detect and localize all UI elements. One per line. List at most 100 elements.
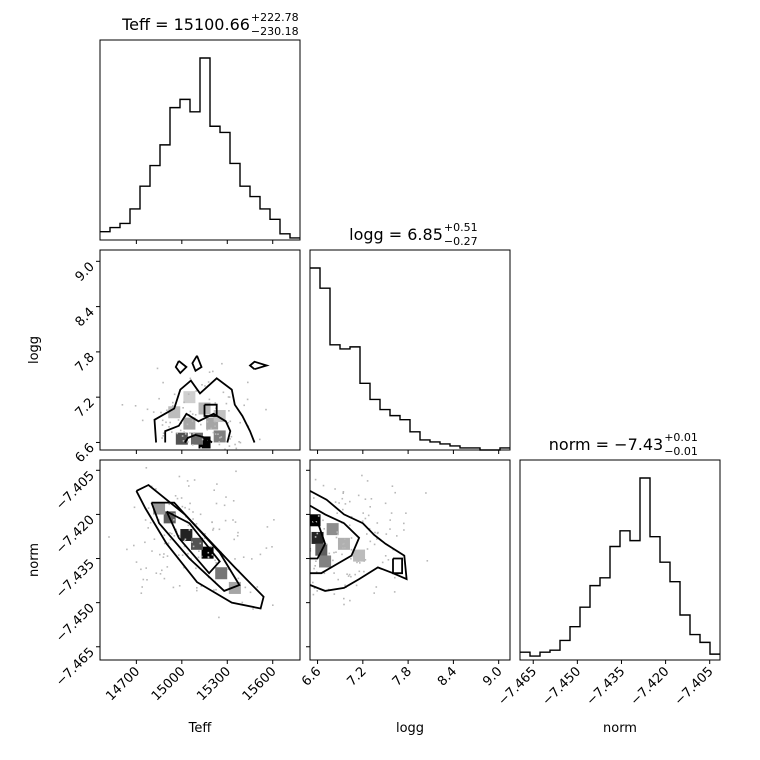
scatter-point	[162, 381, 164, 384]
scatter-point	[335, 551, 337, 553]
scatter-point	[325, 543, 327, 545]
scatter-point	[259, 553, 262, 556]
scatter-point	[336, 512, 338, 514]
panel-frame-2-1	[309, 459, 511, 661]
x-tick-label-Teff: 15600	[240, 664, 280, 704]
scatter-point	[133, 544, 135, 547]
scatter-point	[199, 542, 202, 545]
scatter-point	[207, 551, 210, 554]
histogram-norm	[520, 477, 720, 657]
scatter-point	[369, 540, 372, 543]
scatter-point	[355, 584, 358, 587]
scatter-point	[316, 532, 319, 535]
scatter-point	[394, 576, 396, 579]
title-logg: logg = 6.85	[349, 225, 443, 244]
scatter-point	[364, 498, 367, 500]
scatter-point	[178, 585, 181, 587]
scatter-point	[191, 413, 194, 415]
scatter-point	[251, 558, 253, 560]
contour-logg-norm-0	[310, 490, 408, 592]
x-tick-label-norm: −7.465	[495, 664, 540, 709]
scatter-point	[212, 527, 215, 530]
density-logg-norm	[310, 514, 366, 568]
scatter-point	[273, 519, 275, 521]
contour-Teff-logg-2	[184, 433, 213, 444]
scatter-point	[343, 538, 346, 541]
scatter-point	[313, 497, 315, 499]
scatter-point	[249, 591, 252, 594]
scatter-point	[384, 555, 387, 557]
density-cell	[213, 430, 226, 443]
x-tick-label-Teff: 15000	[149, 664, 189, 704]
scatter-point	[214, 425, 216, 427]
scatter-point	[364, 517, 367, 520]
scatter-point	[369, 506, 371, 508]
scatter-point	[239, 441, 242, 444]
scatter-point	[221, 486, 223, 488]
scatter-point	[213, 489, 215, 491]
scatter-point	[108, 536, 110, 538]
scatter-point	[376, 522, 379, 524]
title-minus-logg: −0.27	[444, 235, 478, 248]
scatter-point	[178, 554, 180, 556]
scatter-point	[221, 362, 223, 365]
scatter-point	[265, 547, 268, 549]
density-cell	[153, 502, 166, 515]
scatter-point	[315, 571, 318, 573]
scatter-point	[237, 497, 239, 499]
scatter-point	[153, 538, 156, 540]
histogram-Teff	[100, 57, 300, 239]
scatter-point	[184, 476, 186, 478]
contour-logg-norm-1	[310, 504, 361, 575]
density-cell	[183, 391, 196, 404]
scatter-point	[183, 431, 185, 433]
scatter-point	[212, 431, 215, 434]
density-cell	[311, 531, 324, 544]
x-tick-label-Teff: 14700	[103, 664, 143, 704]
density-cell	[180, 529, 193, 541]
scatter-point	[314, 478, 317, 481]
scatter-point	[126, 548, 128, 551]
scatter-point	[403, 529, 405, 531]
contour-Teff-logg-6	[191, 355, 203, 373]
scatter-point	[425, 492, 427, 494]
scatter-point	[358, 570, 361, 573]
scatter-point	[229, 474, 231, 476]
scatter-point	[146, 579, 148, 581]
scatter-point	[195, 390, 197, 392]
scatter-point	[316, 590, 318, 592]
scatter-point	[228, 445, 231, 447]
scatter-point	[228, 396, 231, 398]
scatter-point	[210, 545, 213, 548]
scatter-point	[349, 500, 351, 503]
scatter-point	[172, 502, 174, 505]
scatter-point	[238, 441, 240, 443]
scatter-point	[194, 476, 196, 478]
scatter-point	[225, 496, 227, 498]
scatter-point	[376, 532, 379, 535]
scatter-point	[272, 604, 274, 606]
scatter-point	[244, 586, 247, 589]
x-tick-label-logg: 7.2	[344, 664, 369, 689]
scatter-point	[201, 438, 204, 441]
scatter-point	[239, 421, 241, 424]
scatter-point	[223, 504, 226, 507]
scatter-point	[175, 528, 177, 531]
scatter-point	[227, 421, 229, 424]
scatter-point	[354, 573, 356, 576]
scatter-point	[191, 420, 194, 422]
scatter-point	[199, 404, 201, 406]
scatter-point	[161, 419, 164, 422]
scatter-point	[294, 494, 296, 496]
scatter-point	[188, 485, 190, 487]
scatter-point	[361, 520, 364, 522]
x-tick-label-logg: 6.6	[299, 664, 324, 689]
scatter-point	[146, 408, 149, 411]
contour-Teff-logg-4	[203, 403, 218, 417]
scatter-point	[169, 421, 171, 424]
y-tick-label-norm: −7.435	[53, 557, 98, 602]
scatter-point	[375, 586, 378, 588]
scatter-point	[317, 515, 320, 517]
scatter-point	[258, 457, 260, 459]
scatter-point	[161, 569, 163, 572]
